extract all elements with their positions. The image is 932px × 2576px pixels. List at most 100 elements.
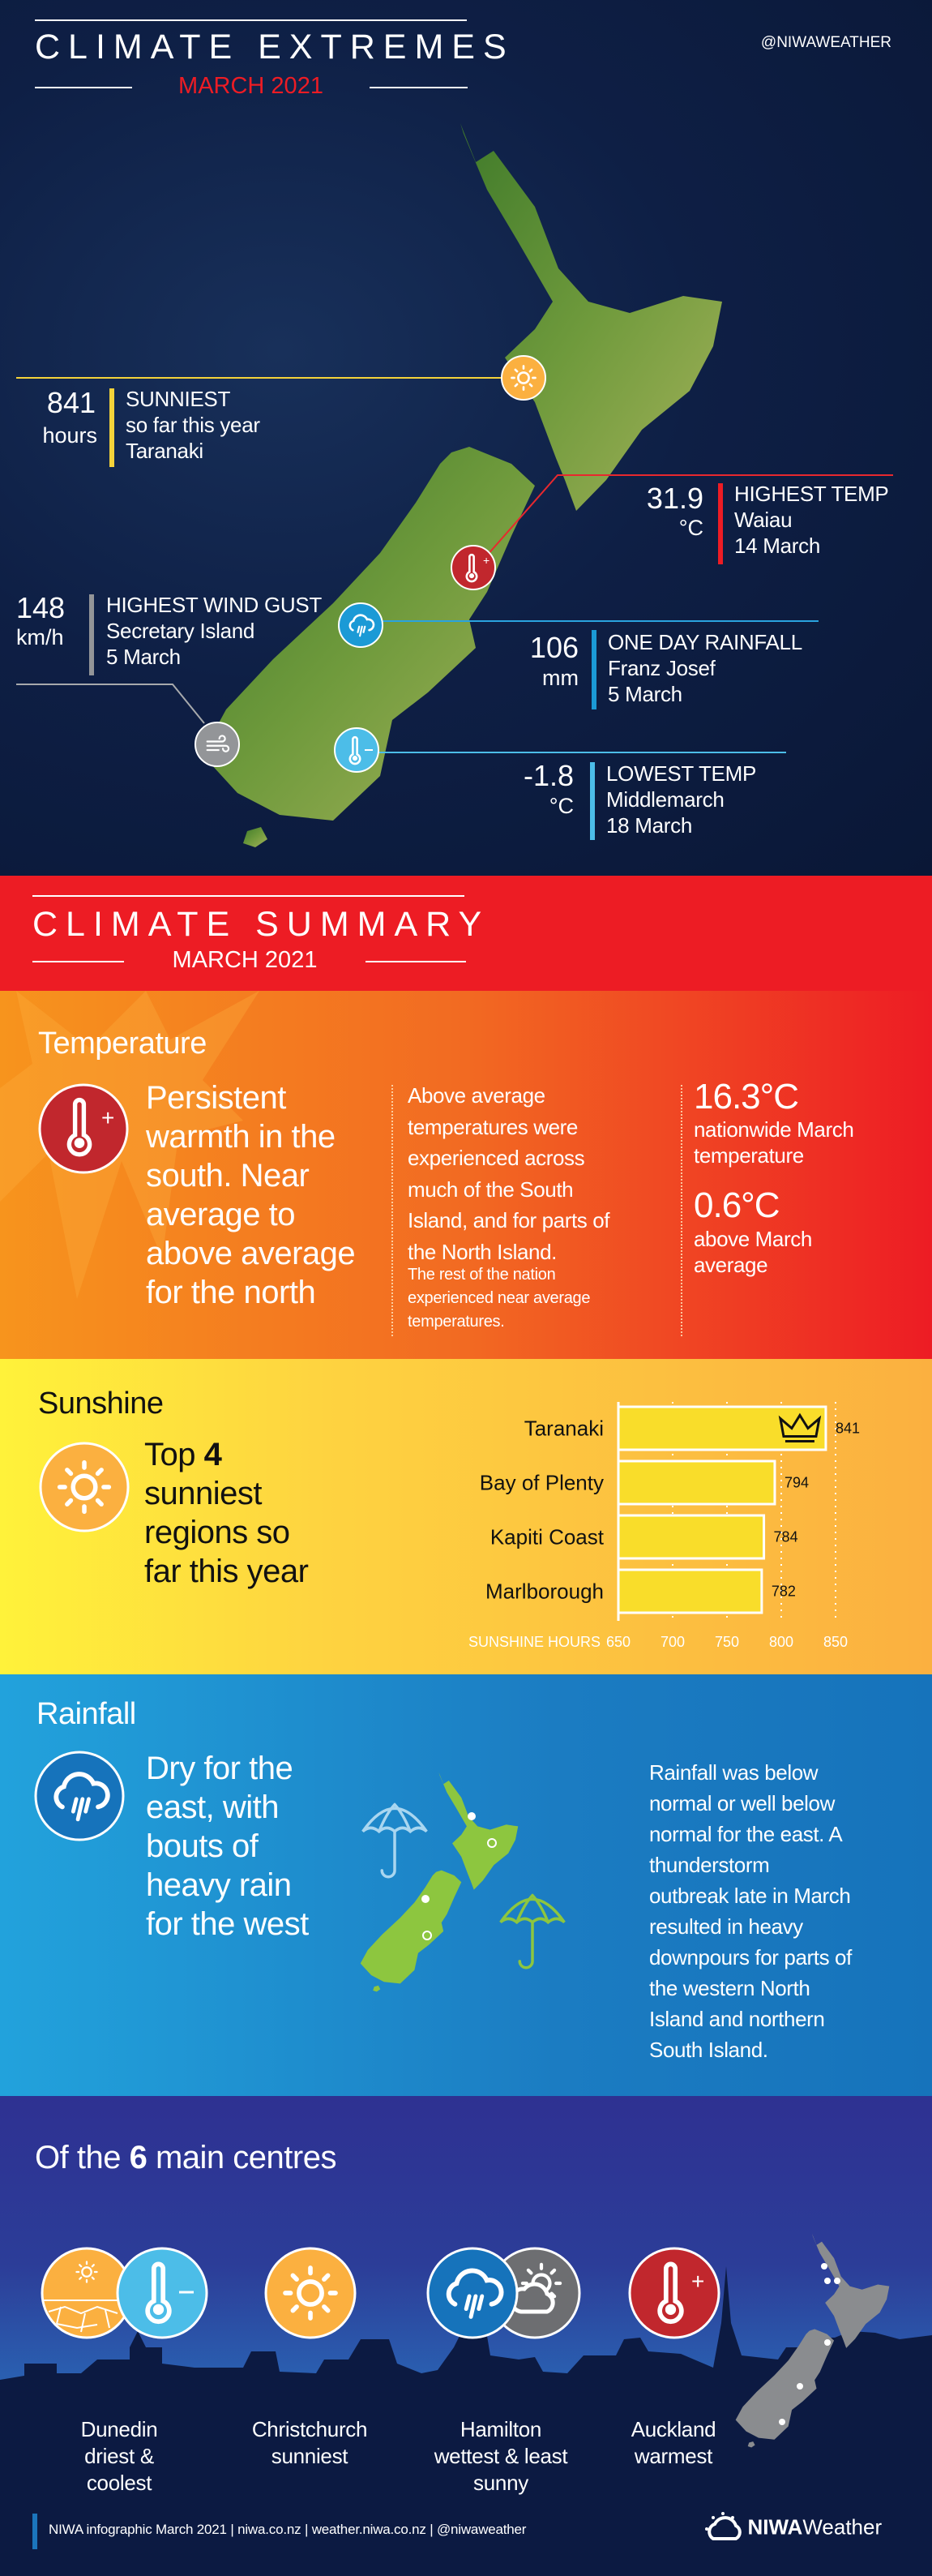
category-label: Bay of Plenty [480, 1471, 604, 1495]
callout-unit: °C [549, 794, 574, 818]
summary-subtitle: MARCH 2021 [172, 947, 318, 973]
main-centres-section: Of the 6 main centres Dunedin driest & c… [0, 2096, 932, 2576]
callout-text: HIGHEST TEMP Waiau 14 March [734, 481, 889, 559]
temperature-section: Temperature + Persistent warmth in the s… [0, 991, 932, 1359]
stat-label-line: temperature [694, 1143, 804, 1168]
description-line: resulted in heavy [649, 1914, 803, 1939]
thermometer-plus-icon: + [38, 1083, 129, 1174]
callout-location: Waiau [734, 508, 793, 532]
headline-text: Top [144, 1437, 196, 1472]
temperature-headline: Persistent warmth in the south. Near ave… [146, 1078, 356, 1312]
thermometer-plus-icon: + [628, 2247, 720, 2339]
callout-date: 18 March [606, 813, 692, 838]
svg-text:+: + [101, 1105, 114, 1130]
callout-location: Middlemarch [606, 787, 725, 812]
category-label: Marlborough [485, 1579, 604, 1604]
callout-value: 148 [16, 591, 66, 624]
callout-unit: °C [678, 516, 703, 540]
description-line: normal or well below [649, 1791, 835, 1815]
headline-line: Dry for the [146, 1751, 293, 1786]
thermometer-minus-icon [334, 727, 379, 773]
description-line: the North Island. [408, 1239, 557, 1264]
temperature-note: The rest of the nation experienced near … [408, 1263, 590, 1334]
centre-label: Christchurch sunniest [229, 2416, 391, 2470]
centre-stat: driest & [84, 2444, 154, 2468]
niwa-link[interactable]: niwa.co.nz [237, 2522, 301, 2537]
weather-niwa-link[interactable]: weather.niwa.co.nz [311, 2522, 426, 2537]
callout-date: 14 March [734, 534, 820, 558]
headline-line: for the north [146, 1275, 316, 1310]
headline-line: sunniest [144, 1476, 262, 1511]
page-title: CLIMATE EXTREMES [35, 28, 515, 66]
rain-cloud-icon [426, 2247, 519, 2339]
raindrop-icon [421, 1895, 430, 1903]
bar [617, 1514, 766, 1560]
callout-value: 841 [46, 386, 96, 419]
separator: | [430, 2522, 434, 2537]
headline-line: south. Near [146, 1158, 310, 1194]
description-line: normal for the east. A [649, 1822, 843, 1846]
callout-value: 31.9 [646, 482, 703, 515]
anomaly-label: above March average [694, 1226, 812, 1278]
centre-city: Hamilton [460, 2417, 542, 2441]
callout-location: Franz Josef [608, 656, 716, 680]
sun-ray-decoration [0, 991, 259, 1299]
section-heading: Rainfall [36, 1697, 136, 1731]
centre-city: Christchurch [251, 2417, 368, 2441]
callout-location: Taranaki [126, 439, 203, 463]
temperature-description: Above average temperatures were experien… [408, 1080, 610, 1267]
note-line: experienced near average [408, 1289, 591, 1307]
description-line: thunderstorm [649, 1853, 770, 1877]
section-heading: Temperature [38, 1027, 207, 1061]
callout-label: SUNNIEST [126, 387, 231, 411]
separator: | [304, 2522, 309, 2537]
description-line: Rainfall was below [649, 1760, 819, 1785]
headline-line: average to [146, 1197, 296, 1232]
rainfall-map [360, 1772, 519, 1992]
sun-icon [501, 355, 546, 401]
wind-icon [195, 722, 240, 767]
divider [681, 1085, 682, 1336]
crown-icon [778, 1412, 822, 1442]
bar [617, 1405, 827, 1451]
headline-line: bouts of [146, 1828, 259, 1864]
thermometer-minus-icon [116, 2247, 208, 2339]
callout-date: 5 March [608, 682, 682, 706]
callout-text: HIGHEST WIND GUST Secretary Island 5 Mar… [106, 592, 322, 670]
bar [617, 1568, 763, 1614]
climate-summary-header: CLIMATE SUMMARY MARCH 2021 [0, 876, 932, 991]
callout-accent-bar [592, 630, 596, 709]
value-label: 841 [836, 1421, 860, 1437]
footer-accent-bar [32, 2514, 37, 2549]
x-tick-label: 750 [715, 1634, 739, 1650]
x-tick-label: 850 [823, 1634, 848, 1650]
description-line: South Island. [649, 2038, 768, 2062]
centre-stat: sunny [473, 2471, 528, 2495]
rainfall-section: Rainfall Dry for the east, with bouts of… [0, 1674, 932, 2096]
nationwide-temperature-label: nationwide March temperature [694, 1117, 854, 1168]
centre-label: Hamilton wettest & least sunny [412, 2416, 590, 2497]
title-rule [35, 19, 467, 21]
centre-city: Dunedin [80, 2417, 158, 2441]
logo-text: NIWA [747, 2514, 803, 2540]
social-handle: @NIWAWEATHER [760, 34, 891, 51]
callout-value: 106 [529, 631, 579, 664]
stat-label-line: above March [694, 1227, 812, 1251]
logo-cloud-sun-icon [705, 2512, 742, 2540]
stat-label-line: nationwide March [694, 1117, 854, 1142]
callout-unit: hours [42, 423, 97, 448]
headline-line: Top 4 [144, 1435, 308, 1474]
niwa-weather-logo: NIWAWeather [703, 2511, 882, 2544]
social-handle[interactable]: @niwaweather [436, 2522, 527, 2537]
callout-unit: mm [542, 666, 579, 690]
bar [617, 1459, 776, 1506]
callout-label: HIGHEST WIND GUST [106, 593, 322, 617]
sunshine-headline: Top 4 sunniest regions so far this year [144, 1435, 309, 1591]
footer: NIWA infographic March 2021 | niwa.co.nz… [49, 2522, 526, 2538]
callout-label: HIGHEST TEMP [734, 482, 889, 506]
x-tick-label: 650 [606, 1634, 631, 1650]
note-line: temperatures. [408, 1313, 505, 1331]
headline-line: for the west [146, 1906, 309, 1942]
callout-label: LOWEST TEMP [606, 761, 756, 786]
description-line: the western North [649, 1976, 810, 2000]
